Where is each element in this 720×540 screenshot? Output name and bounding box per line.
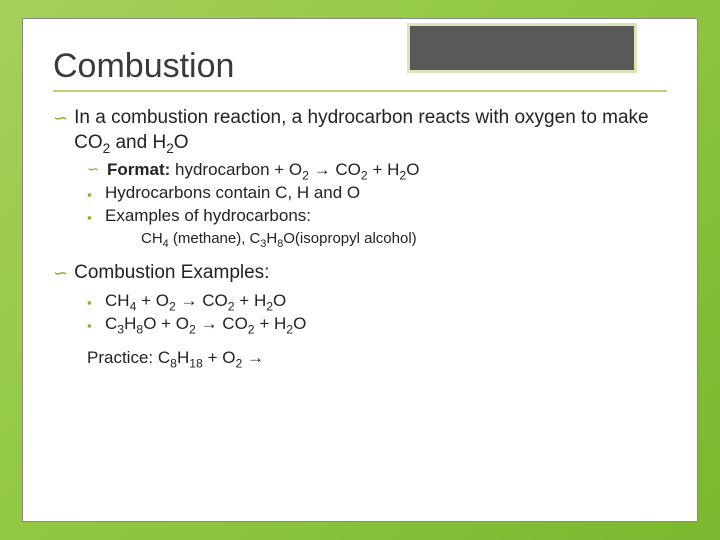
practice-problem: Practice: C8H18 + O2 →: [87, 348, 667, 368]
format-equation: hydrocarbon + O2 → CO2 + H2O: [175, 160, 419, 179]
sub-point-1: ▪ Hydrocarbons contain C, H and O: [87, 182, 667, 205]
intro-text: In a combustion reaction, a hydrocarbon …: [74, 106, 667, 155]
square-bullet-icon: ▪: [87, 186, 97, 204]
sub-point-2: ▪ Examples of hydrocarbons:: [87, 205, 667, 228]
content-panel: Combustion ∽ In a combustion reaction, a…: [22, 18, 698, 522]
intro-bullet: ∽ In a combustion reaction, a hydrocarbo…: [53, 106, 667, 155]
format-block: ∽ Format: hydrocarbon + O2 → CO2 + H2O ▪…: [87, 159, 667, 249]
example-1: ▪ CH4 + O2 → CO2 + H2O: [87, 290, 667, 313]
decor-header-box: [407, 23, 637, 73]
format-line: ∽ Format: hydrocarbon + O2 → CO2 + H2O: [87, 159, 667, 182]
example-1-eq: CH4 + O2 → CO2 + H2O: [105, 290, 286, 313]
example-2: ▪ C3H8O + O2 → CO2 + H2O: [87, 313, 667, 336]
square-bullet-icon: ▪: [87, 317, 97, 335]
wave-bullet-icon: ∽: [53, 262, 68, 285]
examples-heading: Combustion Examples:: [74, 261, 269, 286]
examples-heading-bullet: ∽ Combustion Examples:: [53, 261, 667, 286]
format-label: Format:: [107, 160, 170, 179]
content-area: Combustion ∽ In a combustion reaction, a…: [23, 19, 697, 521]
square-bullet-icon: ▪: [87, 294, 97, 312]
molecule-examples: CH4 (methane), C3H8O(isopropyl alcohol): [141, 228, 667, 249]
square-bullet-icon: ▪: [87, 209, 97, 227]
title-underline: [53, 90, 667, 92]
wave-bullet-icon: ∽: [87, 160, 101, 180]
wave-bullet-icon: ∽: [53, 107, 68, 130]
examples-block: ▪ CH4 + O2 → CO2 + H2O ▪ C3H8O + O2 → CO…: [87, 290, 667, 336]
example-2-eq: C3H8O + O2 → CO2 + H2O: [105, 313, 306, 336]
sub2-text: Examples of hydrocarbons:: [105, 205, 311, 228]
sub1-text: Hydrocarbons contain C, H and O: [105, 182, 360, 205]
